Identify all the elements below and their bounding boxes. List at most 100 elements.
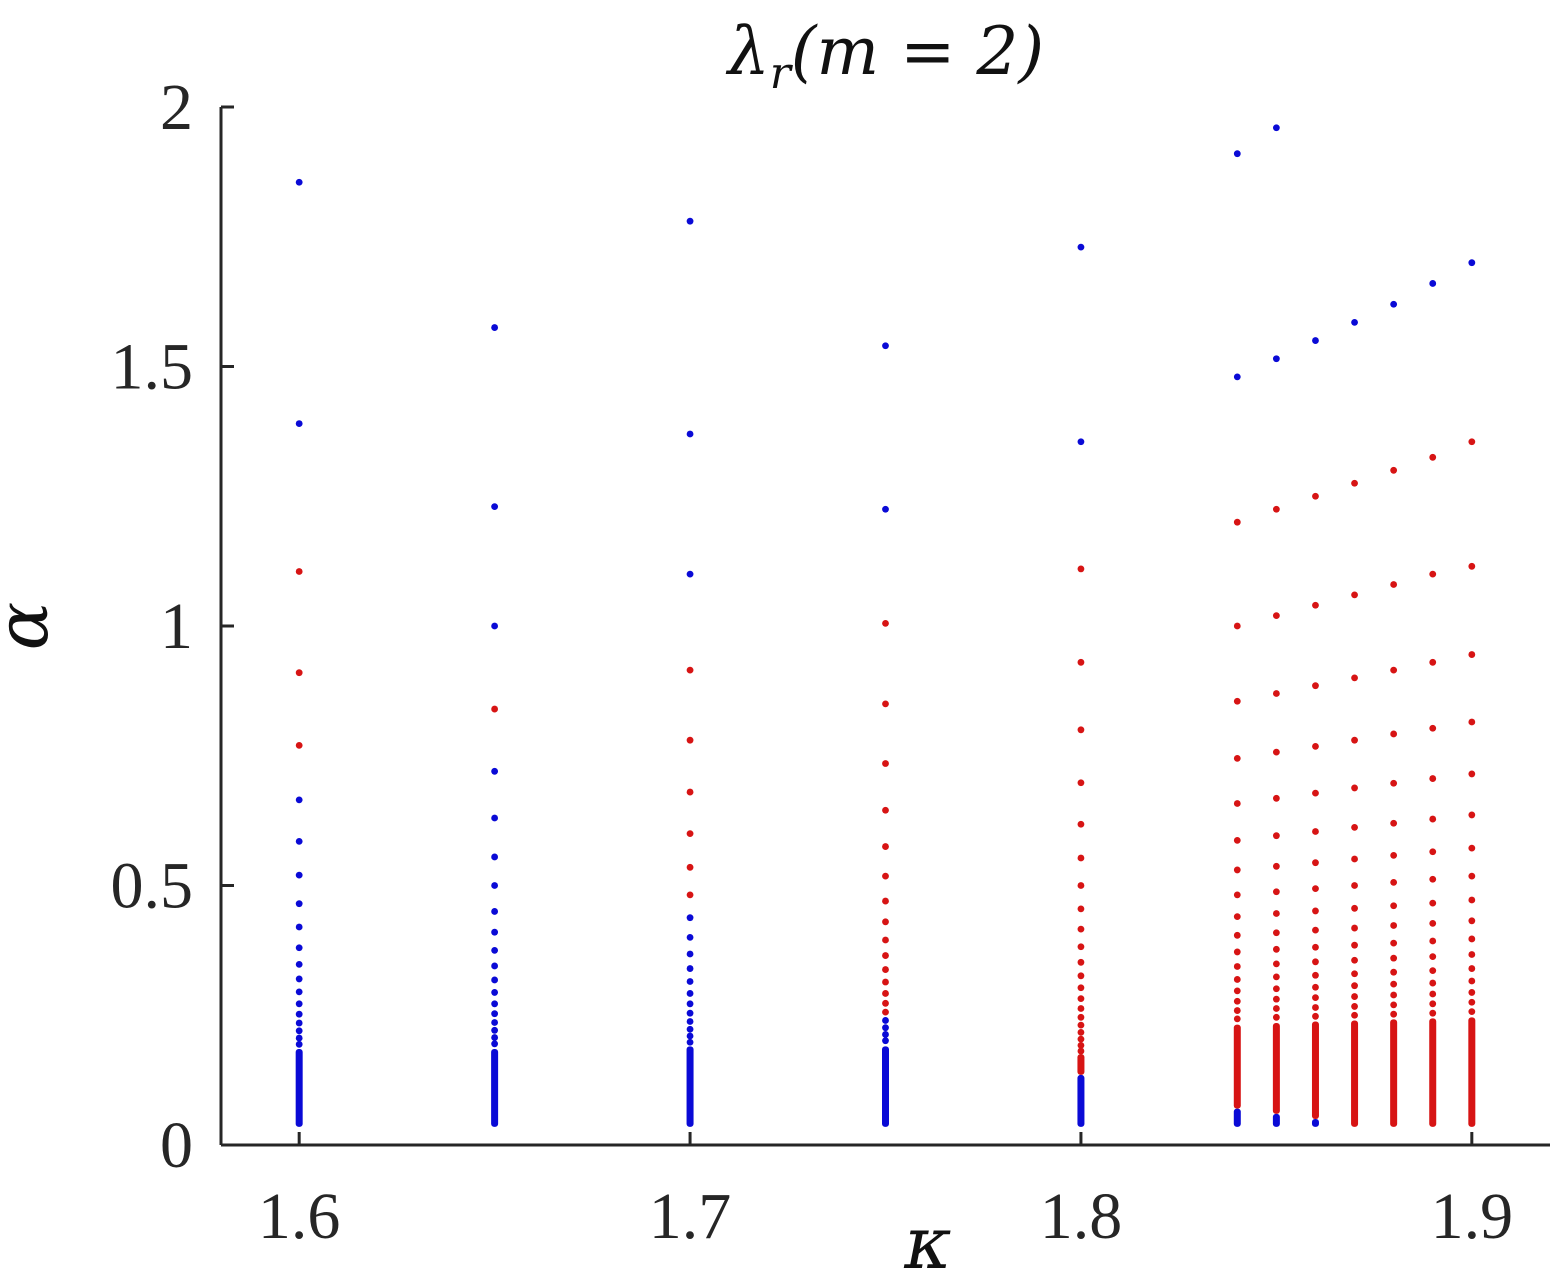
data-point xyxy=(686,914,694,922)
data-point xyxy=(882,999,889,1007)
data-point xyxy=(1351,941,1358,949)
data-point xyxy=(686,217,694,225)
data-point xyxy=(491,1026,499,1034)
data-point xyxy=(1468,718,1476,726)
data-point xyxy=(1468,935,1476,943)
data-point xyxy=(1351,823,1358,831)
y-axis-ticks: 0 0.5 1 1.5 2 xyxy=(111,71,234,1182)
data-point xyxy=(1429,280,1437,287)
data-point xyxy=(295,1034,303,1042)
data-point xyxy=(491,767,499,775)
data-point xyxy=(1077,1035,1085,1043)
data-point xyxy=(1351,970,1358,978)
data-point xyxy=(1272,985,1280,993)
data-point xyxy=(1077,984,1085,992)
data-point xyxy=(882,872,889,880)
data-point xyxy=(1272,1013,1280,1021)
data-point xyxy=(1233,976,1241,983)
data-point xyxy=(1468,872,1476,880)
data-point xyxy=(1312,907,1319,915)
data-point xyxy=(686,1025,694,1033)
dense-point-cluster xyxy=(295,1048,303,1127)
data-point xyxy=(1077,243,1085,251)
data-point xyxy=(686,430,694,438)
data-point xyxy=(1390,902,1398,910)
data-point xyxy=(295,944,303,952)
data-point xyxy=(1351,924,1358,932)
dense-point-cluster xyxy=(1233,1024,1241,1109)
data-point xyxy=(1272,910,1280,917)
data-point xyxy=(1390,851,1398,859)
data-point xyxy=(295,1000,303,1008)
dense-point-cluster xyxy=(1272,1113,1280,1127)
data-point xyxy=(1272,505,1280,513)
y-tick-label: 0.5 xyxy=(111,850,194,923)
dense-point-cluster xyxy=(1311,1021,1319,1120)
data-point xyxy=(1077,779,1085,787)
data-point xyxy=(882,1017,889,1024)
data-point xyxy=(1312,926,1319,934)
data-point xyxy=(1429,570,1437,578)
data-point xyxy=(1312,971,1319,979)
data-point xyxy=(1272,690,1280,697)
data-point xyxy=(1312,859,1319,867)
data-point xyxy=(295,420,303,427)
data-point xyxy=(1312,983,1319,991)
data-point xyxy=(1233,987,1241,995)
x-tick-label: 1.8 xyxy=(1040,1180,1123,1253)
data-point xyxy=(1351,982,1358,990)
data-point xyxy=(1429,453,1437,461)
data-point xyxy=(882,966,889,973)
data-point xyxy=(686,736,694,744)
series-kappa-1.84 xyxy=(1233,150,1241,1127)
data-point xyxy=(295,960,303,968)
data-point xyxy=(882,936,889,944)
series-kappa-1.70 xyxy=(686,217,694,1127)
data-point xyxy=(1077,1013,1085,1021)
data-point xyxy=(1077,943,1085,951)
data-point xyxy=(1272,612,1280,620)
data-point xyxy=(1272,124,1280,132)
data-point xyxy=(491,1000,499,1008)
data-point xyxy=(491,1034,499,1041)
data-point xyxy=(1429,775,1437,782)
data-point xyxy=(1233,518,1241,526)
data-point xyxy=(882,806,889,814)
data-point xyxy=(1272,794,1280,802)
data-point xyxy=(1429,658,1437,666)
data-point xyxy=(1272,355,1280,363)
data-point xyxy=(1390,581,1398,588)
data-point xyxy=(295,837,303,845)
dense-point-cluster xyxy=(1468,1017,1476,1127)
data-point xyxy=(1272,945,1280,953)
data-point xyxy=(1077,1047,1085,1055)
data-point xyxy=(1390,300,1398,308)
data-point xyxy=(295,741,303,749)
data-point xyxy=(1468,896,1476,904)
data-point xyxy=(882,1024,889,1032)
data-point xyxy=(1390,922,1398,929)
data-point xyxy=(491,503,499,511)
data-point xyxy=(1390,730,1398,738)
x-tick-label: 1.9 xyxy=(1431,1180,1514,1253)
data-point xyxy=(1429,875,1437,883)
x-tick-label: 1.7 xyxy=(649,1180,732,1253)
data-point xyxy=(1233,754,1241,762)
data-point xyxy=(1077,1005,1085,1012)
series-kappa-1.80 xyxy=(1077,243,1085,1127)
data-point xyxy=(1233,891,1241,899)
data-point xyxy=(491,705,499,713)
data-point xyxy=(1077,1041,1085,1049)
data-point xyxy=(1429,953,1437,961)
data-point xyxy=(1233,997,1241,1005)
data-point xyxy=(1351,956,1358,964)
x-tick-label: 1.6 xyxy=(258,1180,341,1253)
data-point xyxy=(1077,925,1085,933)
data-point xyxy=(295,923,303,931)
data-point xyxy=(1233,800,1241,807)
data-point xyxy=(1312,601,1319,609)
data-point xyxy=(1468,1008,1476,1016)
dense-point-cluster xyxy=(1429,1018,1437,1127)
data-point xyxy=(1390,1001,1398,1009)
data-point xyxy=(1077,726,1085,734)
